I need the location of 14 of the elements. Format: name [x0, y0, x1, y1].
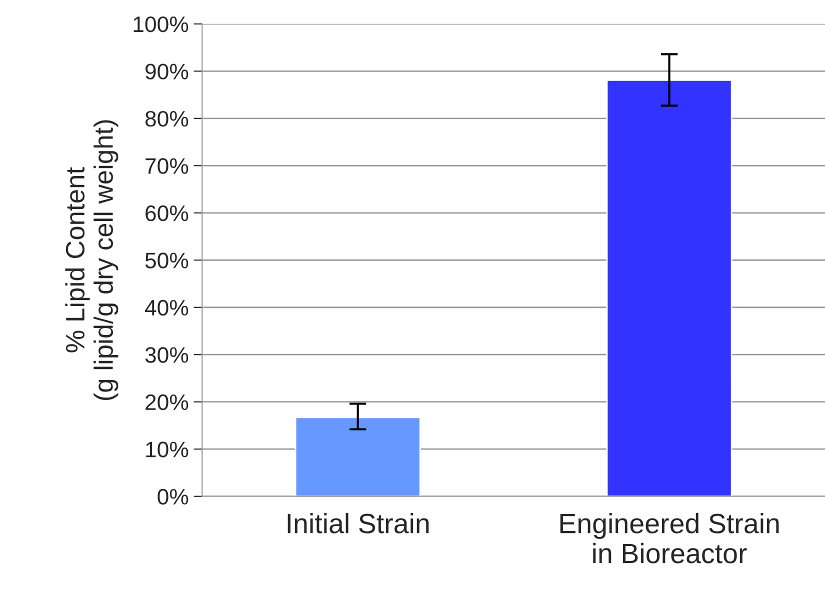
y-tick-label: 60% [146, 205, 188, 222]
y-tick-label: 100% [134, 16, 188, 32]
y-tick-label: 90% [145, 64, 188, 80]
x-tick-label: Initial Strain [288, 513, 429, 534]
y-tick-label: 0% [158, 488, 188, 505]
y-axis-title: % Lipid Content (g lipid/g dry cell weight) [65, 120, 118, 400]
y-tick-label: 70% [146, 158, 188, 174]
y-tick-label: 50% [145, 252, 188, 268]
y-tick-label: 40% [144, 300, 188, 316]
y-tick-label: 30% [145, 347, 188, 363]
y-tick-label: 20% [146, 394, 188, 410]
y-tick-label: 80% [145, 110, 188, 127]
x-tick-label: Engineered Strain in Bioreactor [560, 513, 779, 564]
y-tick-label: 10% [146, 442, 188, 458]
